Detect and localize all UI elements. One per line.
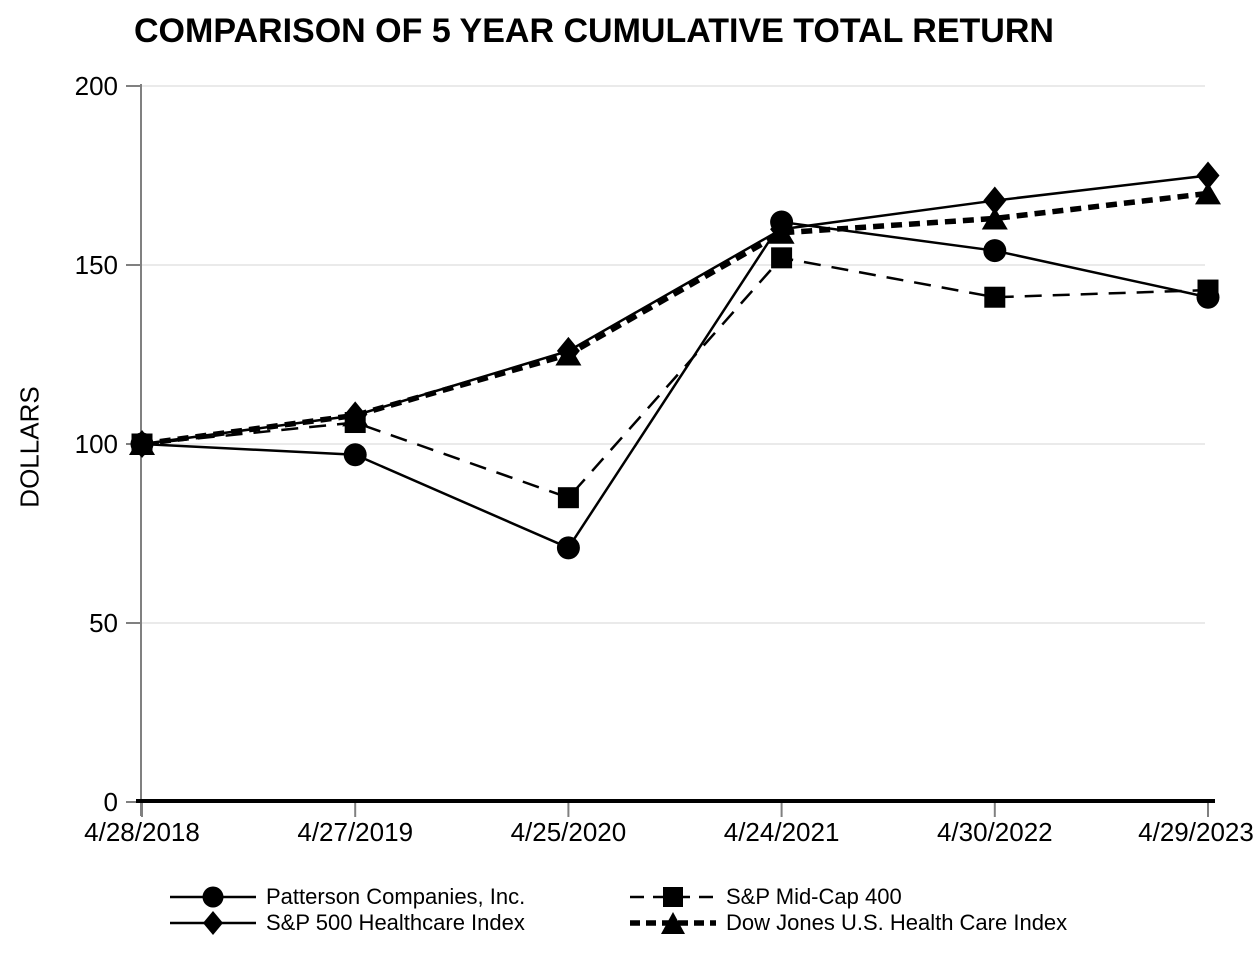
series-square-marker [984,286,1006,308]
legend-item: S&P 500 Healthcare Index [170,910,525,936]
x-tick-label: 4/24/2021 [724,817,840,847]
legend-label: Patterson Companies, Inc. [266,884,526,909]
legend-item: Dow Jones U.S. Health Care Index [630,910,1067,936]
series-circle-marker [556,536,580,560]
series-square-line [141,256,1209,500]
series-triangle-line [141,190,1209,447]
x-tick-label: 4/27/2019 [297,817,413,847]
legend-item: Patterson Companies, Inc. [170,884,525,910]
series-triangle-marker [768,221,795,244]
series-triangle-marker [1195,182,1221,205]
series-square-marker [771,247,793,269]
legend-label: Dow Jones U.S. Health Care Index [726,910,1068,935]
x-tick-label: 4/25/2020 [511,817,627,847]
y-tick-label: 50 [89,608,118,638]
legend-diamond-sample [170,911,256,935]
legend-triangle-marker-icon [661,912,685,934]
legend-column: S&P Mid-Cap 400 Dow Jones U.S. Health Car… [630,884,1067,936]
series-square-marker [557,487,579,509]
legend-diamond-marker-icon [203,911,223,935]
legend-label: S&P 500 Healthcare Index [266,910,525,935]
series-circle-marker [983,239,1007,263]
chart-canvas: 0 50 100 150 200 4/28/2018 4/27/2019 4/25/2020 4… [75,71,1254,847]
series-circle-marker [343,443,367,467]
y-tick-label: 150 [75,250,118,280]
legend-square-marker-icon [663,887,683,907]
x-tick-label: 4/29/2023 [1138,817,1254,847]
legend-item: S&P Mid-Cap 400 [630,884,1067,910]
series-diamond-marker [1196,161,1220,190]
chart-title: COMPARISON OF 5 YEAR CUMULATIVE TOTAL RE… [134,12,1054,50]
legend-column: Patterson Companies, Inc. S&P 500 Healthc… [170,884,525,936]
series-circle-line [141,220,1209,550]
chart-legend: Patterson Companies, Inc. S&P 500 Healthc… [0,884,1260,954]
series-triangle-marker [342,404,369,427]
y-tick-label: 0 [104,787,118,817]
series-diamond-marker [983,186,1007,215]
series-triangle-marker [555,343,582,366]
x-tick-label: 4/30/2022 [937,817,1053,847]
series-square-marker [1197,279,1219,301]
series-triangle-marker [981,207,1008,230]
legend-square-sample [630,887,716,907]
series-triangle-marker [129,433,155,455]
y-tick-label: 100 [75,429,118,459]
series-diamond-line [141,174,1209,446]
legend-label: S&P Mid-Cap 400 [726,884,902,909]
x-tick-label: 4/28/2018 [84,817,200,847]
legend-triangle-sample [630,912,716,934]
legend-circle-marker-icon [202,886,224,908]
legend-circle-sample [170,886,256,908]
y-tick-label: 200 [75,71,118,101]
